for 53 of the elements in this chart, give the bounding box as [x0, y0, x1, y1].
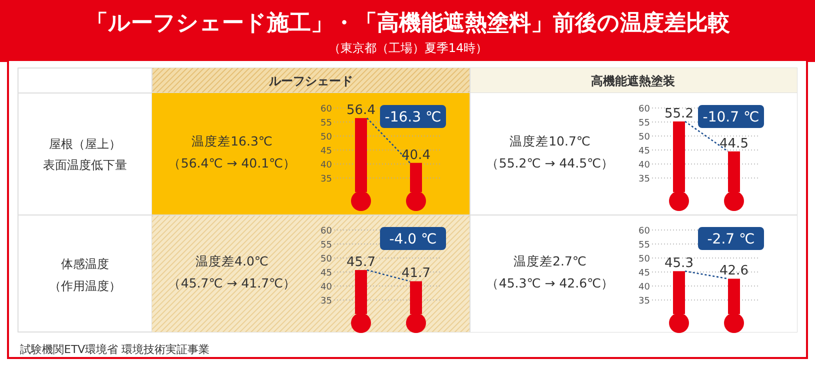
text: 温度差4.0℃ [196, 253, 268, 268]
text: 「ルーフシェード施工」・「高機能遮熱塗料」前後の温度差比較 [86, 10, 731, 36]
y-tick-label: 55 [638, 240, 650, 250]
text: （作用温度） [49, 279, 121, 293]
y-tick-label: 40 [320, 282, 332, 292]
y-tick-label: 35 [320, 296, 332, 306]
text: （45.3℃ → 42.6℃） [486, 275, 614, 290]
annotation: -4.0 ℃ [389, 232, 437, 248]
data-label: 41.7 [402, 266, 430, 282]
y-tick-label: 50 [638, 254, 650, 264]
data-label: 45.7 [346, 255, 376, 270]
text: （55.2℃ → 44.5℃） [486, 155, 614, 170]
text: 温度差10.7℃ [510, 133, 590, 148]
text: 高機能遮熱塗装 [591, 74, 676, 88]
y-tick-label: 45 [638, 146, 650, 156]
y-tick-label: 55 [320, 240, 332, 250]
text: （東京都（工場）夏季14時） [328, 41, 488, 55]
y-tick-label: 40 [638, 160, 650, 170]
text: 屋根（屋上） [49, 137, 121, 151]
y-tick-label: 60 [320, 226, 332, 236]
text: 試験機関ETV環境省 環境技術実証事業 [20, 343, 210, 356]
annotation: -2.7 ℃ [707, 232, 755, 248]
data-label: 42.6 [720, 264, 748, 279]
y-tick-label: 50 [638, 132, 650, 142]
text: 体感温度 [61, 257, 109, 271]
y-tick-label: 50 [320, 132, 332, 142]
text: （45.7℃ → 41.7℃） [168, 275, 296, 290]
text: 表面温度低下量 [43, 158, 127, 172]
y-tick-label: 55 [320, 118, 332, 128]
data-label: 56.4 [346, 103, 376, 118]
y-tick-label: 45 [638, 268, 650, 278]
y-tick-label: 50 [320, 254, 332, 264]
data-label: 55.2 [664, 106, 694, 122]
text: ルーフシェード [268, 74, 353, 88]
y-tick-label: 60 [638, 104, 650, 114]
text: 温度差16.3℃ [192, 133, 272, 148]
y-tick-label: 35 [638, 296, 650, 306]
annotation: -16.3 ℃ [384, 110, 442, 126]
text: 温度差2.7℃ [514, 253, 586, 268]
y-tick-label: 45 [320, 268, 332, 278]
y-tick-label: 60 [638, 226, 650, 236]
data-label: 44.5 [720, 136, 748, 152]
y-tick-label: 40 [320, 160, 332, 170]
y-tick-label: 35 [320, 174, 332, 184]
y-tick-label: 35 [638, 174, 650, 184]
y-tick-label: 60 [320, 104, 332, 114]
text: （56.4℃ → 40.1℃） [168, 155, 296, 170]
data-label: 40.4 [402, 148, 430, 163]
y-tick-label: 55 [638, 118, 650, 128]
data-label: 45.3 [664, 256, 694, 272]
y-tick-label: 45 [320, 146, 332, 156]
y-tick-label: 40 [638, 282, 650, 292]
annotation: -10.7 ℃ [702, 110, 760, 126]
